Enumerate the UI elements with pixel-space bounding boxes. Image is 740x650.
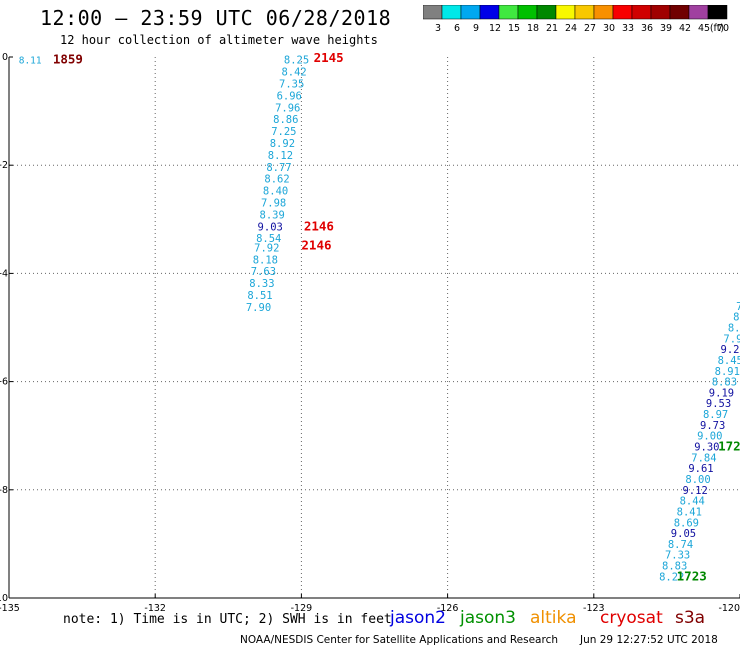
legend-bin-label: 33 <box>622 23 634 34</box>
wave-height-point: 8.54 <box>256 233 281 245</box>
wave-height-point: 9.61 <box>688 463 713 475</box>
wave-height-point: 9.30 <box>694 442 719 454</box>
y-tick-label: 0 <box>2 52 8 63</box>
wave-height-point: 8.74 <box>668 539 693 551</box>
wave-height-point: 9.00 <box>697 431 722 443</box>
wave-height-point: 7.25 <box>271 126 296 138</box>
wave-height-point: 8.45 <box>718 355 740 367</box>
legend-bin-label: 18 <box>527 23 539 34</box>
wave-height-point: 7.9 <box>723 333 740 345</box>
wave-height-point: 8.83 <box>662 561 687 573</box>
legend-bin-label: 12 <box>489 23 501 34</box>
wave-height-point: 7.63 <box>251 266 276 278</box>
pass-time-label: 2145 <box>314 50 344 65</box>
chart-title: 12:00 – 23:59 UTC 06/28/2018 <box>40 6 392 30</box>
x-tick-label: -126 <box>437 603 459 614</box>
wave-height-point: 8.69 <box>674 517 699 529</box>
wave-height-point: 8.62 <box>264 174 289 186</box>
legend-bin-label: 42 <box>679 23 691 34</box>
legend-bin-label: 45 <box>698 23 710 34</box>
wave-height-point: 7 <box>736 301 740 313</box>
legend-bin-label: 24 <box>565 23 577 34</box>
wave-height-point: 9.05 <box>671 528 696 540</box>
wave-height-point: 7.96 <box>275 102 300 114</box>
legend-bin-label: 9 <box>473 23 479 34</box>
wave-height-point: 7.90 <box>246 302 271 314</box>
x-tick-label: -120 <box>718 603 740 614</box>
pass-time-label: 1859 <box>53 52 83 67</box>
wave-height-point: 9.53 <box>706 398 731 410</box>
legend-bin-label: 39 <box>660 23 672 34</box>
y-tick-label: -6 <box>0 377 8 388</box>
wave-height-point: 8.77 <box>266 162 291 174</box>
legend-bin-label: 3 <box>435 23 441 34</box>
legend-jason3: jason3 <box>460 608 516 628</box>
wave-height-point: 8.11 <box>19 56 42 67</box>
legend-jason2: jason2 <box>390 608 446 628</box>
legend-bin-label: 15 <box>508 23 520 34</box>
legend-s3a: s3a <box>675 608 706 628</box>
wave-height-point: 9.12 <box>682 485 707 497</box>
legend-bin-label: 27 <box>584 23 596 34</box>
wave-height-point: 9.03 <box>258 221 283 233</box>
wave-height-point: 8.42 <box>281 67 306 79</box>
pass-time-label: 172 <box>718 439 740 454</box>
wave-height-point: 8.40 <box>263 186 288 198</box>
x-tick-label: -135 <box>0 603 20 614</box>
wave-height-point: 8.00 <box>685 474 710 486</box>
wave-height-point: 8.6 <box>728 323 740 335</box>
wave-height-point: 7.33 <box>665 550 690 562</box>
wave-height-point: 8.97 <box>703 409 728 421</box>
wave-height-point: 8.39 <box>260 209 285 221</box>
wave-height-point: 9.19 <box>709 387 734 399</box>
legend-bin-label: 70 <box>717 23 729 34</box>
wave-height-point: 8.44 <box>680 496 705 508</box>
wave-height-point: 8.18 <box>253 254 278 266</box>
color-legend: 3 6 9 12 15 18 21 24 27 30 33 36 39 42 45 70(ft) <box>423 5 729 34</box>
y-tick-label: -2 <box>0 160 8 171</box>
wave-height-point: 8.33 <box>249 278 274 290</box>
legend-bin-label: 36 <box>641 23 653 34</box>
wave-height-point: 7.92 <box>254 242 279 254</box>
wave-height-point: 8.83 <box>712 377 737 389</box>
footer-note: note: 1) Time is in UTC; 2) SWH is in fe… <box>63 612 392 627</box>
wave-height-point: 8.51 <box>247 290 272 302</box>
pass-time-label: 1723 <box>677 568 707 583</box>
legend-altika: altika <box>530 608 577 628</box>
legend-bin-label: 21 <box>546 23 558 34</box>
wave-height-point: 8.25 <box>284 55 309 67</box>
wave-height-point: 8.86 <box>273 114 298 126</box>
wave-height-point: 8.91 <box>715 366 740 378</box>
x-tick-label: -123 <box>583 603 605 614</box>
generated-timestamp: Jun 29 12:27:52 UTC 2018 <box>580 634 718 646</box>
credit-line: NOAA/NESDIS Center for Satellite Applica… <box>240 634 558 646</box>
wave-height-point: 8. <box>733 312 740 324</box>
wave-height-point: 7.35 <box>279 79 304 91</box>
wave-height-point: 9.73 <box>700 420 725 432</box>
wave-height-point: 7.84 <box>691 452 716 464</box>
y-tick-label: -8 <box>0 485 8 496</box>
wave-height-point: 6.96 <box>277 90 302 102</box>
legend-unit-label: (ft) <box>710 23 724 34</box>
wave-height-point: 8.92 <box>270 138 295 150</box>
x-tick-label: -129 <box>291 603 313 614</box>
legend-swatch <box>707 5 728 20</box>
pass-time-label: 2146 <box>301 237 331 252</box>
wave-height-point: 8.41 <box>677 506 702 518</box>
wave-height-point: 8.22 <box>659 571 684 583</box>
pass-time-label: 2146 <box>304 218 334 233</box>
chart-subtitle: 12 hour collection of altimeter wave hei… <box>60 33 378 47</box>
legend-cryosat: cryosat <box>600 608 663 628</box>
wave-height-point: 9.28 <box>721 344 740 356</box>
wave-height-point: 7.98 <box>261 198 286 210</box>
y-tick-label: -10 <box>0 593 8 604</box>
y-tick-label: -4 <box>0 268 8 279</box>
wave-height-point: 8.12 <box>268 150 293 162</box>
legend-bin-label: 6 <box>454 23 460 34</box>
legend-bin-label: 30 <box>603 23 615 34</box>
x-tick-label: -132 <box>144 603 166 614</box>
